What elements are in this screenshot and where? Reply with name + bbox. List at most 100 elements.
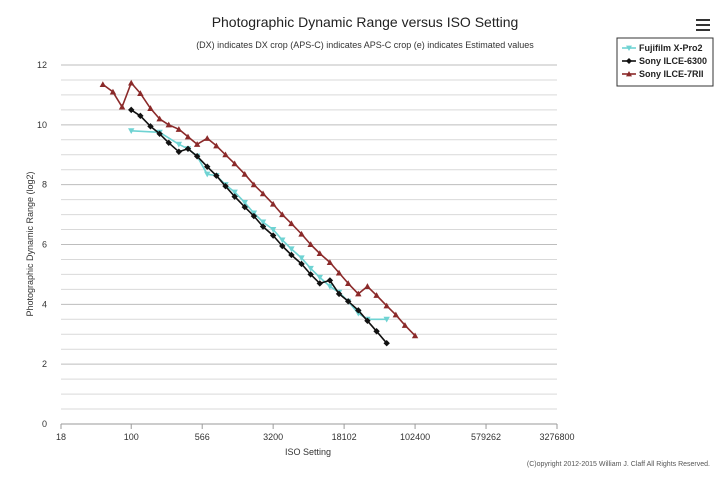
data-point [392,311,400,318]
series-group [99,79,419,347]
data-point [279,237,286,244]
data-point [241,170,248,177]
data-point [383,302,390,309]
legend-box [616,37,714,87]
data-point [411,332,419,339]
data-point [128,79,135,86]
series-line [102,82,416,337]
data-point [222,182,229,190]
data-point [231,160,238,167]
data-point [184,145,192,152]
data-point [259,190,267,197]
x-tick-label: 18102 [332,432,357,442]
x-tick-label: 566 [195,432,210,442]
x-tick-label: 3276800 [539,432,574,442]
legend[interactable]: Fujifilm X-Pro2 Sony ILCE-6300 Sony ILCE-7… [616,37,714,87]
y-tick-label: 10 [37,120,47,130]
y-tick-label: 6 [42,240,47,250]
chart-subtitle: (DX) indicates DX crop (APS-C) indicates… [196,40,534,50]
data-point [279,211,286,218]
data-point [383,316,390,323]
data-point [373,328,380,335]
data-point [231,193,238,200]
data-point [269,232,277,239]
data-point [204,135,211,141]
data-point [137,112,144,120]
legend-item[interactable]: Fujifilm X-Pro2 [622,43,703,53]
x-tick-label: 18 [56,432,66,442]
data-point [288,220,295,227]
data-point [626,45,632,51]
data-point [298,260,305,268]
data-point [626,71,632,77]
data-point [335,290,343,298]
data-point [355,290,362,297]
data-point [259,223,267,230]
legend-item[interactable]: Sony ILCE-6300 [622,56,707,66]
series-line [130,109,388,344]
data-point [326,277,334,284]
data-point [156,115,163,122]
data-point [401,322,409,328]
legend-item[interactable]: Sony ILCE-7RII [622,69,704,79]
series-fujifilm-x-pro2 [128,128,390,323]
data-point [307,265,314,272]
data-point [326,283,334,290]
y-tick-label: 12 [37,60,47,70]
copyright-credit: (C)opyright 2012-2015 William J. Claff A… [527,461,710,468]
data-point [175,126,183,132]
data-point [99,81,107,88]
hamburger-menu-icon[interactable] [696,19,710,31]
data-point [307,241,314,248]
data-point [128,106,135,114]
data-point [175,141,183,148]
data-point [204,163,211,170]
data-point [307,271,314,278]
data-point [316,280,324,287]
data-point [128,128,135,135]
y-tick-label: 0 [42,419,47,429]
x-tick-label: 102400 [400,432,430,442]
y-tick-label: 2 [42,359,47,369]
data-point [184,133,192,140]
data-point [109,88,117,95]
data-point [298,230,305,237]
series-line [131,130,387,321]
data-point [269,200,277,207]
data-point [250,212,258,220]
legend-label: Sony ILCE-6300 [639,56,707,66]
series-sony-ilce-7rii [99,79,419,339]
data-point [364,317,371,324]
data-point [147,105,154,111]
data-point [383,340,390,347]
data-point [316,250,324,257]
x-tick-label: 100 [124,432,139,442]
data-point [137,90,144,96]
data-point [298,255,305,262]
legend-label: Sony ILCE-7RII [639,69,704,79]
data-point [259,219,267,226]
data-point [355,307,362,314]
data-point [204,171,211,178]
data-point [175,148,183,155]
data-point [241,203,248,211]
data-point [335,269,343,276]
data-point [364,283,371,289]
data-point [193,141,201,147]
data-point [118,103,126,110]
data-point [241,200,248,206]
data-point [165,139,172,146]
data-point [165,121,172,128]
x-axis-label: ISO Setting [285,447,331,457]
data-point [326,259,334,266]
data-point [147,123,154,130]
legend-label: Fujifilm X-Pro2 [639,43,703,53]
data-point [213,142,220,149]
y-tick-label: 8 [42,180,47,190]
data-point [316,274,324,281]
x-tick-label: 3200 [263,432,283,442]
data-point [222,151,229,158]
y-tick-labels: 0 2 4 6 8 10 12 [37,60,47,429]
data-point [231,189,238,196]
